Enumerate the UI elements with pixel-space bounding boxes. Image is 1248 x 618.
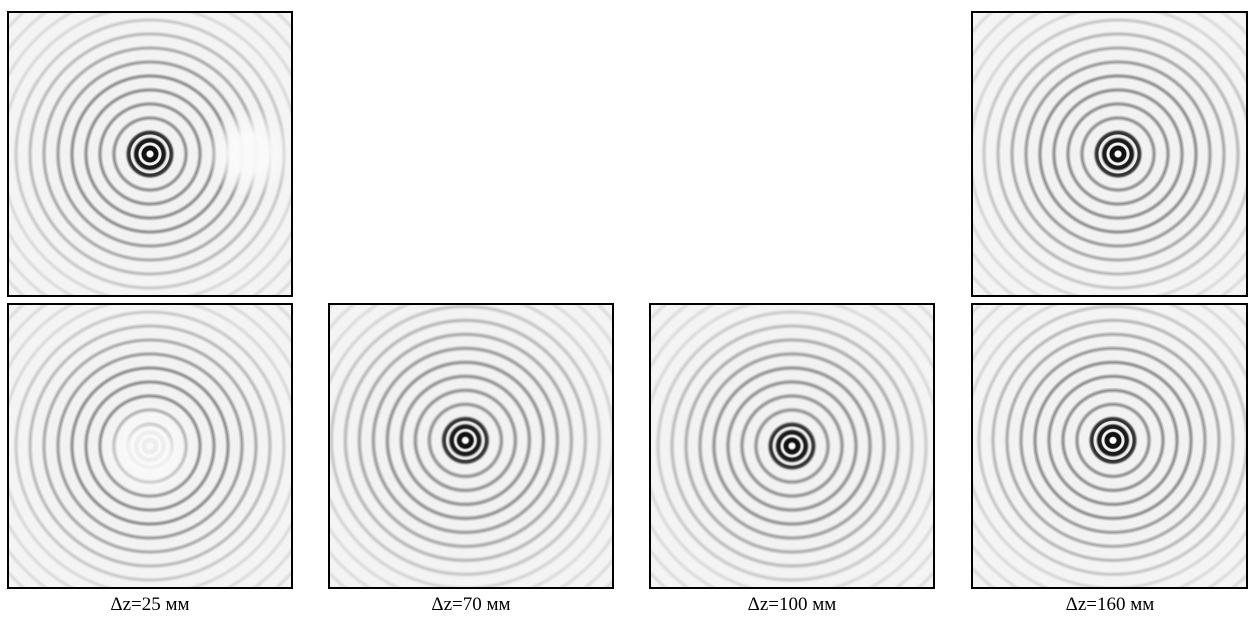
image-panel [649, 303, 935, 589]
image-panel [971, 11, 1248, 297]
image-panel [971, 303, 1248, 589]
ring-pattern [973, 13, 1246, 295]
ring-pattern [330, 305, 612, 587]
caption: Δz=160 мм [1065, 594, 1155, 615]
caption: Δz=100 мм [747, 594, 837, 615]
image-panel [7, 11, 293, 297]
image-panel [7, 303, 293, 589]
ring-pattern [973, 305, 1246, 587]
image-panel [328, 303, 614, 589]
caption: Δz=25 мм [110, 594, 190, 615]
ring-pattern [651, 305, 933, 587]
caption: Δz=70 мм [431, 594, 511, 615]
bright-spot [99, 400, 199, 500]
bright-spot [204, 108, 291, 198]
